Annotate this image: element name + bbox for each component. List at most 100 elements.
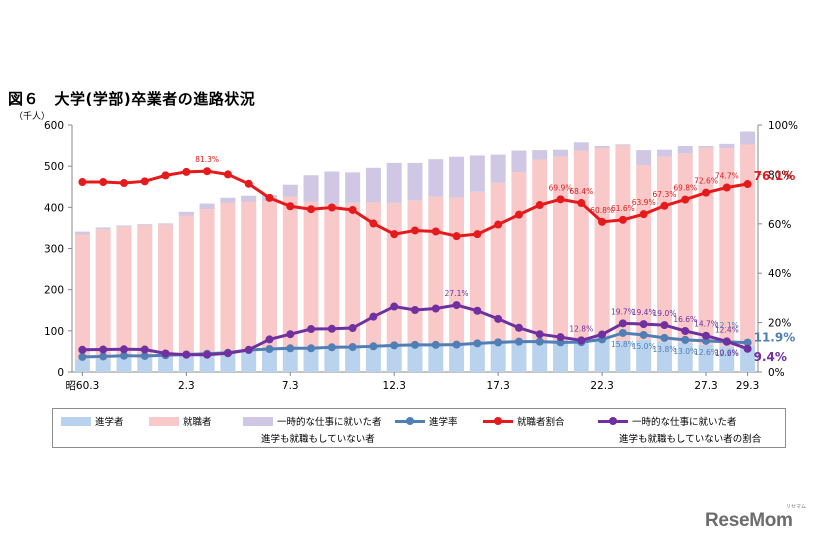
bar-segment-1 — [532, 340, 548, 372]
line-point — [722, 337, 731, 346]
line-point — [618, 328, 627, 337]
bar-segment-1 — [199, 355, 215, 372]
bar-segment-3 — [532, 150, 548, 160]
legend-sublabel: 進学も就職もしていない者の割合 — [619, 434, 762, 445]
bar-segment-3 — [241, 195, 257, 202]
bar-segment-1 — [615, 340, 631, 372]
y2-tick-label: 0% — [768, 367, 785, 379]
line-point — [660, 321, 669, 330]
data-label: 61.6% — [611, 204, 635, 213]
bar-segment-1 — [220, 353, 236, 372]
bar-segment-2 — [324, 203, 340, 348]
data-label: 13.8% — [653, 345, 677, 354]
bar-segment-2 — [449, 197, 465, 345]
line-point — [411, 306, 419, 315]
legend-swatch — [598, 415, 628, 427]
line-point — [431, 304, 440, 313]
x-tick-label: 22.3 — [590, 380, 613, 392]
bar-segment-3 — [282, 184, 298, 197]
legend-swatch — [243, 416, 273, 426]
line-point — [535, 201, 544, 210]
bar-segment-2 — [428, 196, 444, 345]
bar-segment-2 — [74, 234, 90, 360]
bar-segment-3 — [74, 231, 90, 235]
bar-segment-2 — [469, 191, 485, 343]
y2-tick-label: 100% — [768, 120, 798, 132]
line-point — [452, 232, 461, 241]
bar-segment-3 — [137, 224, 153, 226]
bar-segment-2 — [594, 148, 610, 338]
line-point — [598, 330, 607, 339]
bar-segment-1 — [386, 345, 402, 372]
data-label: 69.9% — [549, 183, 573, 192]
bar-segment-1 — [137, 358, 153, 372]
bar-segment-1 — [303, 347, 319, 372]
line-point — [411, 340, 419, 349]
y2-tick-label: 40% — [768, 268, 791, 280]
bar-segment-1 — [407, 344, 423, 372]
line-point — [286, 202, 295, 211]
bar-segment-3 — [303, 175, 319, 202]
bar-segment-3 — [428, 159, 444, 197]
bar-segment-3 — [365, 167, 381, 203]
line-point — [577, 199, 586, 208]
line-point — [660, 201, 669, 210]
bar-segment-2 — [303, 201, 319, 348]
chart-legend: 進学者 就職者 一時的な仕事に就いた者 進学も就職もしていない者 進学率 就職者… — [52, 408, 786, 448]
y-tick-label: 0 — [57, 367, 64, 379]
line-point — [99, 352, 108, 361]
bar-segment-2 — [573, 150, 589, 341]
data-label: 60.8% — [590, 206, 614, 215]
bar-segment-2 — [95, 229, 111, 359]
line-point — [390, 302, 399, 311]
bar-segment-1 — [178, 355, 194, 372]
bar-segment-1 — [365, 346, 381, 372]
bar-segment-3 — [449, 156, 465, 198]
line-point — [514, 210, 523, 219]
line-point — [639, 320, 648, 329]
line-point — [598, 217, 607, 226]
line-point — [369, 342, 378, 351]
bar-segment-3 — [677, 145, 693, 154]
line-point — [702, 188, 711, 197]
line-point — [307, 325, 316, 334]
bar-segment-3 — [178, 211, 194, 216]
data-label: 16.6% — [673, 315, 697, 324]
bar-segment-2 — [220, 197, 236, 354]
line-point — [307, 344, 316, 353]
line-point — [681, 335, 690, 344]
data-label: 9.4% — [754, 350, 787, 364]
bar-segment-2 — [511, 171, 527, 342]
legend-item-shushokusha: 就職者 — [149, 414, 212, 428]
data-label: 81.3% — [195, 155, 219, 164]
data-label: 63.9% — [632, 198, 656, 207]
line-point — [514, 323, 523, 332]
line-point — [431, 340, 440, 349]
bar-segment-1 — [282, 347, 298, 372]
bar-segment-2 — [345, 202, 361, 347]
resemom-logo-sub: リセマム — [786, 504, 807, 510]
y-tick-label: 600 — [44, 120, 64, 132]
bar-segment-1 — [553, 341, 568, 372]
y-tick-label: 200 — [44, 285, 64, 297]
bar-segment-3 — [719, 143, 735, 149]
line-point — [286, 330, 295, 339]
bar-segment-2 — [740, 131, 756, 346]
bar-segment-1 — [740, 345, 756, 372]
line-point — [78, 178, 87, 187]
line-point — [203, 350, 212, 359]
data-label: 15.0% — [632, 342, 656, 351]
data-label: 19.7% — [611, 307, 635, 316]
bar-segment-2 — [158, 224, 174, 358]
line-point — [452, 301, 461, 310]
y-tick-label: 500 — [44, 161, 64, 173]
line-point — [182, 350, 191, 359]
legend-label: 進学率 — [429, 417, 458, 428]
chart-title: 図６ 大学(学部)卒業者の進路状況 — [8, 90, 256, 108]
y2-tick-label: 80% — [768, 169, 791, 181]
bar-segment-3 — [490, 154, 506, 183]
bar-segment-1 — [490, 341, 506, 372]
line-point — [390, 230, 399, 239]
bar-segment-2 — [656, 156, 672, 342]
bar-segment-3 — [594, 145, 610, 149]
